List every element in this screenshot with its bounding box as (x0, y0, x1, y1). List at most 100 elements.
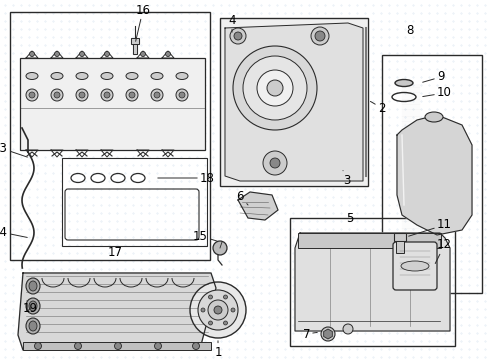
Ellipse shape (151, 72, 163, 80)
Bar (394, 233, 406, 241)
Text: 4: 4 (228, 13, 236, 32)
Text: 19: 19 (23, 302, 38, 315)
Ellipse shape (29, 321, 37, 331)
Circle shape (54, 92, 60, 98)
Circle shape (26, 89, 38, 101)
Polygon shape (397, 115, 472, 235)
Circle shape (267, 80, 283, 96)
Circle shape (126, 89, 138, 101)
Text: 9: 9 (423, 71, 444, 84)
Circle shape (76, 89, 88, 101)
Circle shape (54, 51, 59, 57)
Circle shape (29, 51, 34, 57)
Circle shape (179, 92, 185, 98)
Text: 17: 17 (107, 246, 122, 258)
Ellipse shape (26, 278, 40, 294)
Bar (131, 38, 139, 44)
Ellipse shape (29, 281, 37, 291)
Circle shape (154, 342, 162, 350)
Ellipse shape (401, 261, 429, 271)
Text: 15: 15 (193, 230, 218, 243)
Text: 5: 5 (346, 211, 354, 225)
Circle shape (166, 51, 171, 57)
Text: 8: 8 (406, 23, 414, 36)
Text: 12: 12 (435, 238, 452, 264)
Bar (396, 241, 404, 253)
Ellipse shape (29, 301, 37, 311)
Ellipse shape (126, 72, 138, 80)
Circle shape (79, 92, 85, 98)
Circle shape (208, 300, 228, 320)
Circle shape (257, 70, 293, 106)
Circle shape (198, 290, 238, 330)
Bar (220, 18, 368, 186)
Bar (62, 158, 207, 246)
Text: 2: 2 (370, 102, 386, 114)
Circle shape (234, 32, 242, 40)
Circle shape (270, 158, 280, 168)
Circle shape (231, 308, 235, 312)
Ellipse shape (26, 318, 40, 334)
Circle shape (243, 56, 307, 120)
Polygon shape (238, 192, 278, 220)
Ellipse shape (425, 112, 443, 122)
Circle shape (209, 295, 213, 299)
Circle shape (230, 28, 246, 44)
Bar (133, 44, 137, 54)
Text: 11: 11 (409, 219, 452, 236)
Bar (10, 12, 210, 260)
Circle shape (321, 327, 335, 341)
Circle shape (343, 324, 353, 334)
Polygon shape (295, 233, 450, 331)
Ellipse shape (76, 72, 88, 80)
Circle shape (104, 51, 109, 57)
Text: 3: 3 (343, 171, 350, 186)
Text: 6: 6 (237, 189, 248, 205)
Text: 1: 1 (214, 341, 222, 359)
Circle shape (115, 342, 122, 350)
Text: 10: 10 (423, 86, 452, 99)
Circle shape (315, 31, 325, 41)
Ellipse shape (51, 72, 63, 80)
Circle shape (151, 89, 163, 101)
Circle shape (214, 306, 222, 314)
Circle shape (129, 92, 135, 98)
Text: 14: 14 (0, 225, 27, 238)
Ellipse shape (176, 72, 188, 80)
Polygon shape (225, 23, 363, 181)
Circle shape (223, 321, 227, 325)
Circle shape (193, 342, 199, 350)
Circle shape (79, 51, 84, 57)
Circle shape (154, 92, 160, 98)
Bar (23, 342, 211, 350)
Circle shape (213, 241, 227, 255)
Text: 13: 13 (0, 141, 27, 157)
Bar (133, 44, 137, 54)
Text: 16: 16 (136, 4, 150, 41)
Circle shape (74, 342, 81, 350)
Circle shape (51, 89, 63, 101)
Bar (131, 38, 139, 44)
Polygon shape (18, 273, 216, 350)
Bar (298, 233, 441, 248)
Text: 18: 18 (158, 171, 215, 184)
Circle shape (101, 89, 113, 101)
Circle shape (201, 308, 205, 312)
Circle shape (190, 282, 246, 338)
Circle shape (34, 342, 42, 350)
Ellipse shape (101, 72, 113, 80)
Ellipse shape (395, 80, 413, 86)
Circle shape (104, 92, 110, 98)
Bar (221, 19, 367, 185)
Circle shape (209, 321, 213, 325)
Circle shape (311, 27, 329, 45)
Bar (290, 218, 455, 346)
Bar (20, 58, 205, 150)
Text: 7: 7 (302, 328, 317, 341)
Circle shape (223, 295, 227, 299)
Ellipse shape (26, 298, 40, 314)
Bar (382, 55, 482, 293)
Circle shape (233, 46, 317, 130)
Circle shape (263, 151, 287, 175)
Circle shape (176, 89, 188, 101)
